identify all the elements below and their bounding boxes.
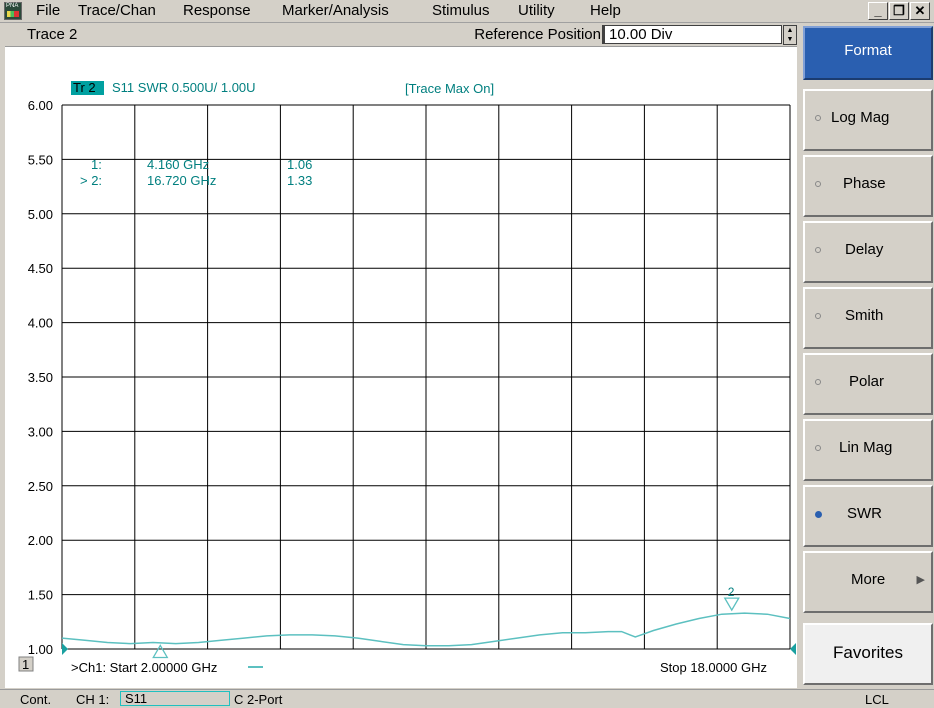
- marker-1-value: 1.06: [287, 157, 312, 172]
- softkey-lin-mag[interactable]: Lin Mag: [803, 419, 933, 481]
- marker-2-tag: 2: [728, 585, 735, 599]
- marker-2-label: > 2:: [80, 173, 102, 188]
- y-tick-label: 6.00: [28, 98, 53, 113]
- softkey-label: More: [851, 571, 886, 588]
- trace-title-bar: Trace 2 Reference Position 10.00 Div ▲ ▼: [5, 24, 797, 47]
- reference-position-spinner[interactable]: ▲ ▼: [783, 25, 797, 45]
- softkey-more[interactable]: More ▶: [803, 551, 933, 613]
- app-icon-label: PNA: [6, 3, 19, 9]
- menu-bar: PNA File Trace/Chan Response Marker/Anal…: [0, 0, 934, 23]
- plot-area[interactable]: 6.00 5.50 5.00 4.50 4.00 3.50 3.00 2.50 2.00 1.50…: [5, 47, 797, 688]
- y-tick-label: 2.50: [28, 479, 53, 494]
- trace-badge[interactable]: Tr 2: [73, 80, 96, 95]
- channel-number-box: [18, 656, 34, 672]
- stop-frequency-label[interactable]: Stop 18.0000 GHz: [660, 660, 767, 675]
- trace-badge-bg: [71, 81, 104, 95]
- radio-icon: [815, 445, 821, 451]
- softkey-label: Polar: [849, 373, 885, 390]
- y-tick-label: 3.00: [28, 424, 53, 439]
- y-tick-label: 3.50: [28, 370, 53, 385]
- softkey-label: Delay: [845, 241, 884, 258]
- softkey-label: SWR: [847, 505, 882, 522]
- marker-2-icon[interactable]: [723, 597, 740, 612]
- softkey-label: Log Mag: [831, 109, 890, 126]
- close-button[interactable]: ✕: [910, 2, 930, 20]
- reference-position-label: Reference Position: [474, 26, 601, 43]
- channel-number[interactable]: 1: [22, 657, 29, 672]
- favorites-button[interactable]: Favorites: [803, 623, 933, 685]
- reference-position-input[interactable]: 10.00 Div: [602, 25, 782, 44]
- radio-selected-icon: [815, 511, 822, 518]
- status-remote: LCL: [865, 692, 889, 707]
- softkey-phase[interactable]: Phase: [803, 155, 933, 217]
- right-reference-arrow-icon[interactable]: [790, 643, 796, 655]
- softkey-label: Lin Mag: [839, 439, 893, 456]
- trace-line[interactable]: [61, 612, 791, 647]
- menu-stimulus[interactable]: Stimulus: [432, 2, 490, 19]
- softkey-label: Phase: [843, 175, 886, 192]
- softkey-smith[interactable]: Smith: [803, 287, 933, 349]
- y-tick-label: 4.50: [28, 261, 53, 276]
- radio-icon: [815, 379, 821, 385]
- y-tick-label: 1.50: [28, 588, 53, 603]
- menu-marker-analysis[interactable]: Marker/Analysis: [282, 2, 389, 19]
- menu-trace-chan[interactable]: Trace/Chan: [78, 2, 156, 19]
- status-channel: CH 1:: [76, 692, 110, 707]
- spin-up-icon[interactable]: ▲: [786, 27, 794, 34]
- marker-1-label: 1:: [91, 157, 102, 172]
- status-port-config[interactable]: C 2-Port: [234, 692, 283, 707]
- softkey-label: Smith: [845, 307, 884, 324]
- softkey-delay[interactable]: Delay: [803, 221, 933, 283]
- menu-file[interactable]: File: [36, 2, 61, 19]
- app-icon[interactable]: PNA: [4, 2, 22, 20]
- softkey-swr[interactable]: SWR: [803, 485, 933, 547]
- marker-2-value: 1.33: [287, 173, 312, 188]
- status-bar: Cont. CH 1: S11 C 2-Port LCL: [0, 689, 934, 708]
- radio-icon: [815, 247, 821, 253]
- menu-response[interactable]: Response: [183, 2, 251, 19]
- chart-grid: [61, 104, 791, 650]
- softkey-log-mag[interactable]: Log Mag: [803, 89, 933, 151]
- radio-icon: [815, 181, 821, 187]
- y-tick-label: 5.50: [28, 152, 53, 167]
- y-tick-label: 4.00: [28, 316, 53, 331]
- y-tick-label: 1.00: [28, 642, 53, 657]
- trace-description: S11 SWR 0.500U/ 1.00U: [112, 80, 256, 95]
- sweep-mode[interactable]: Cont.: [20, 692, 52, 707]
- swr-chart[interactable]: 6.00 5.50 5.00 4.50 4.00 3.50 3.00 2.50 2.00 1.50…: [5, 47, 797, 688]
- y-tick-label: 5.00: [28, 207, 53, 222]
- marker-group: 2: [152, 585, 740, 659]
- y-tick-label: 2.00: [28, 533, 53, 548]
- format-softkey-header[interactable]: Format: [803, 26, 933, 80]
- start-frequency-label[interactable]: >Ch1: Start 2.00000 GHz: [71, 660, 217, 675]
- restore-button[interactable]: ❐: [889, 2, 909, 20]
- y-axis-ticks: 6.00 5.50 5.00 4.50 4.00 3.50 3.00 2.50 2.00 1.50…: [28, 98, 53, 657]
- menu-utility[interactable]: Utility: [518, 2, 555, 19]
- trace-status: [Trace Max On]: [405, 81, 494, 96]
- softkey-panel: Format Log Mag Phase Delay Smith Polar L…: [800, 24, 934, 688]
- marker-1-icon[interactable]: [152, 644, 169, 659]
- minimize-button[interactable]: _: [868, 2, 888, 20]
- spin-down-icon[interactable]: ▼: [786, 36, 794, 43]
- marker-2-freq: 16.720 GHz: [147, 173, 216, 188]
- left-reference-arrow-icon[interactable]: [62, 643, 68, 655]
- marker-1-freq: 4.160 GHz: [147, 157, 209, 172]
- radio-icon: [815, 115, 821, 121]
- softkey-polar[interactable]: Polar: [803, 353, 933, 415]
- app-icon-bars: [7, 11, 19, 17]
- trace-group: [61, 612, 791, 647]
- trace-title: Trace 2: [27, 26, 78, 43]
- status-measurement[interactable]: S11: [120, 691, 230, 706]
- chevron-right-icon: ▶: [916, 574, 925, 586]
- menu-help[interactable]: Help: [590, 2, 621, 19]
- radio-icon: [815, 313, 821, 319]
